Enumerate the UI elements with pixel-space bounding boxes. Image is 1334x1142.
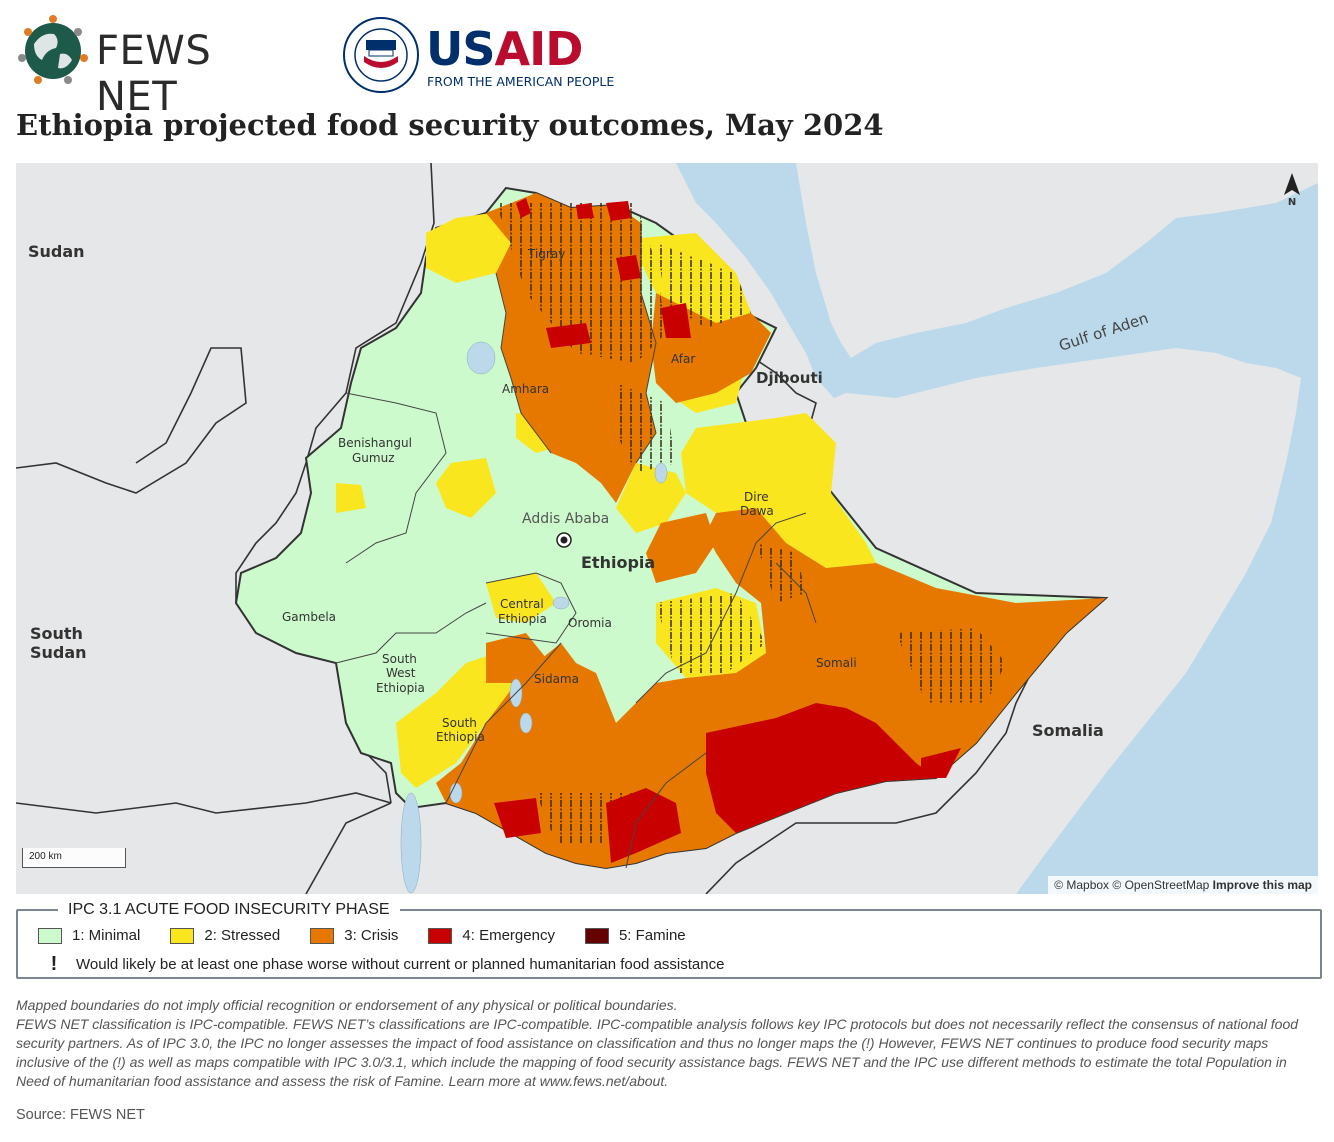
label-sidama: Sidama — [534, 672, 579, 686]
legend-assistance-note: ! Would likely be at least one phase wor… — [44, 953, 725, 976]
label-benishangul-2: Gumuz — [352, 451, 395, 465]
phase4-areas — [494, 198, 961, 863]
north-label: N — [1288, 197, 1296, 208]
red-sea — [676, 163, 846, 388]
label-djibouti: Djibouti — [756, 369, 823, 387]
label-central-ethiopia-1: Central — [500, 597, 544, 611]
source-note: Source: FEWS NET — [16, 1107, 145, 1123]
region-borders — [335, 223, 817, 869]
label-sudan: Sudan — [28, 242, 85, 261]
usaid-tagline: FROM THE AMERICAN PEOPLE — [427, 74, 615, 89]
legend-item-stressed: 2: Stressed — [170, 927, 280, 944]
legend-swatch-minimal — [38, 927, 62, 944]
disclaimer-line-2: FEWS NET classification is IPC-compatibl… — [16, 1016, 1299, 1089]
legend-label-stressed: 2: Stressed — [204, 927, 281, 944]
label-tigray: Tigray — [527, 247, 565, 261]
label-sw-ethiopia-2: West — [386, 666, 416, 680]
label-afar: Afar — [671, 352, 695, 366]
label-benishangul-1: Benishangul — [338, 436, 412, 450]
label-sw-ethiopia-1: South — [382, 652, 417, 666]
legend-swatch-stressed — [170, 927, 195, 944]
label-gambela: Gambela — [282, 610, 336, 624]
usaid-wordmark: USAID — [426, 22, 583, 76]
exclamation-icon: ! — [50, 953, 58, 975]
legend-swatch-crisis — [310, 927, 335, 944]
scale-bar-label: 200 km — [29, 851, 62, 862]
legend-items: 1: Minimal 2: Stressed 3: Crisis 4: Emer… — [38, 927, 716, 944]
map-attribution: © Mapbox © OpenStreetMap Improve this ma… — [1048, 876, 1318, 894]
legend: IPC 3.1 ACUTE FOOD INSECURITY PHASE 1: M… — [16, 901, 1322, 979]
label-central-ethiopia-2: Ethiopia — [498, 612, 547, 626]
page-title: Ethiopia projected food security outcome… — [16, 108, 884, 142]
scale-bar: 200 km — [22, 848, 126, 868]
legend-item-emergency: 4: Emergency — [428, 927, 555, 944]
legend-item-famine: 5: Famine — [584, 927, 686, 944]
land-arabia — [766, 163, 1318, 358]
legend-note-text: Would likely be at least one phase worse… — [76, 956, 725, 973]
disclaimer-line-1: Mapped boundaries do not imply official … — [16, 997, 678, 1013]
legend-label-crisis: 3: Crisis — [344, 927, 399, 944]
fews-globe-icon — [18, 15, 88, 84]
map-view[interactable]: N Sudan South Sudan Somalia Djibouti Gul… — [16, 163, 1318, 894]
food-security-map[interactable]: N Sudan South Sudan Somalia Djibouti Gul… — [16, 163, 1318, 894]
label-ethiopia: Ethiopia — [581, 553, 655, 572]
attribution-mapbox-link[interactable]: © Mapbox — [1054, 878, 1110, 892]
legend-label-famine: 5: Famine — [618, 927, 686, 944]
usaid-logo[interactable]: USAID FROM THE AMERICAN PEOPLE — [342, 16, 642, 94]
capital-marker — [556, 532, 572, 548]
label-sw-ethiopia-3: Ethiopia — [376, 681, 425, 695]
north-arrow-icon: N — [1284, 173, 1300, 208]
label-amhara: Amhara — [502, 382, 549, 396]
header: FEWS NET USAID FROM THE AMERICAN PEOPLE — [16, 14, 1316, 120]
label-dire-dawa-1: Dire — [744, 490, 769, 504]
label-south-ethiopia-1: South — [442, 716, 477, 730]
label-dire-dawa-2: Dawa — [740, 504, 774, 518]
assistance-hatch — [496, 203, 1006, 843]
legend-label-minimal: 1: Minimal — [72, 927, 141, 944]
label-south-sudan-2: Sudan — [30, 643, 87, 662]
label-somalia: Somalia — [1032, 721, 1104, 740]
legend-label-emergency: 4: Emergency — [462, 927, 555, 944]
fews-net-wordmark: FEWS NET — [96, 28, 212, 120]
usaid-seal-icon — [343, 17, 419, 93]
legend-swatch-emergency — [428, 927, 453, 944]
disclaimer: Mapped boundaries do not imply official … — [16, 996, 1316, 1091]
legend-title: IPC 3.1 ACUTE FOOD INSECURITY PHASE — [58, 901, 400, 919]
label-addis-ababa: Addis Ababa — [522, 511, 609, 527]
attribution-osm-link[interactable]: © OpenStreetMap — [1112, 878, 1210, 892]
legend-item-crisis: 3: Crisis — [310, 927, 398, 944]
label-somali: Somali — [816, 656, 857, 670]
label-oromia: Oromia — [568, 616, 612, 630]
fews-net-logo[interactable]: FEWS NET — [16, 14, 296, 120]
legend-item-minimal: 1: Minimal — [38, 927, 140, 944]
label-south-ethiopia-2: Ethiopia — [436, 730, 485, 744]
improve-map-link[interactable]: Improve this map — [1212, 878, 1312, 892]
legend-swatch-famine — [584, 927, 609, 944]
label-south-sudan-1: South — [30, 624, 83, 643]
